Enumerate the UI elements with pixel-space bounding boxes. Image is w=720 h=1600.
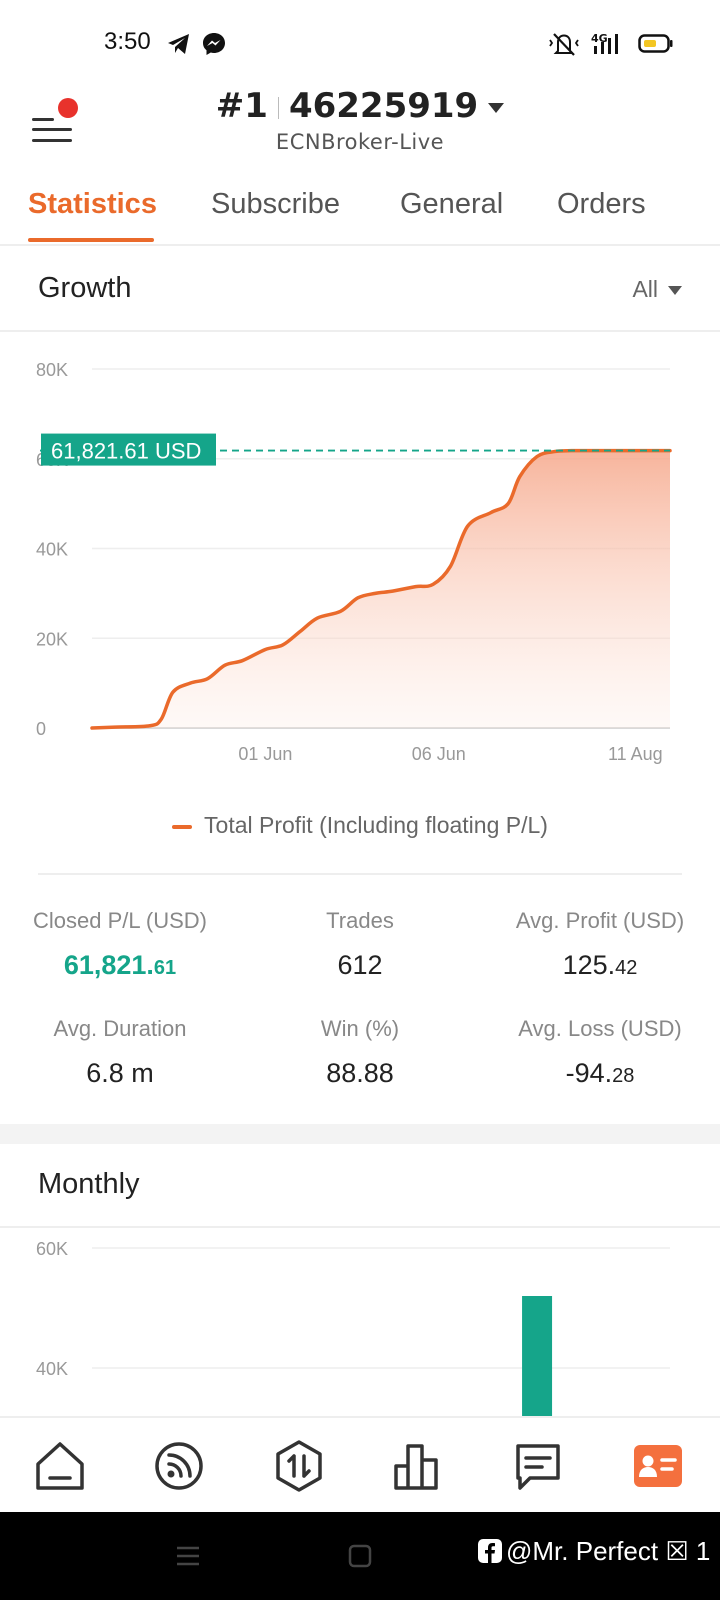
x-tick-label: 11 Aug [608,744,663,764]
stat-int: 612 [337,950,383,980]
tab-bar: Statistics Subscribe General Orders [0,180,720,246]
x-tick-label: 01 Jun [238,744,292,764]
tab-subscribe[interactable]: Subscribe [211,188,340,220]
x-tick-label: 06 Jun [412,744,466,764]
stat-dec: 28 [612,1065,635,1087]
home-square-icon[interactable] [346,1542,374,1570]
dropdown-caret-icon [668,286,682,296]
stat-label: Avg. Loss (USD) [518,1016,682,1041]
stat-avg-loss: Avg. Loss (USD) -94.28 [480,1016,720,1089]
stat-int: -94. [565,1058,613,1088]
stat-label: Closed P/L (USD) [32,908,207,933]
stat-closed-pl: Closed P/L (USD) 61,821.61 [0,908,240,981]
status-bar: 3:50 4G [0,0,720,80]
range-dropdown[interactable]: All [632,276,682,303]
stat-value: 61,821.61 [0,950,240,981]
stat-int: 61,821. [63,950,154,980]
stat-int: 88.88 [326,1058,394,1088]
range-label: All [632,276,658,302]
stat-label: Avg. Profit (USD) [515,908,685,933]
stat-label: Win (%) [320,1016,400,1041]
stat-value: 88.88 [240,1058,480,1089]
legend-label: Total Profit (Including floating P/L) [204,812,548,838]
y-tick-label: 40K [36,540,68,560]
stat-value: -94.28 [480,1058,720,1089]
divider [38,873,682,875]
current-value-label: 61,821.61 USD [51,439,201,464]
signal-feed-icon[interactable] [151,1438,207,1494]
messenger-icon [203,33,225,55]
chat-icon[interactable] [510,1438,566,1494]
y-tick-label: 80K [36,360,68,380]
monthly-bar[interactable] [522,1296,553,1420]
tab-statistics[interactable]: Statistics [28,188,157,220]
menu-icon-line [32,128,72,131]
stat-dec: 61 [153,957,177,979]
silent-icon [549,33,579,56]
stat-win-rate: Win (%) 88.88 [240,1016,480,1089]
y-tick-label: 60K [36,1239,68,1259]
stat-value: 6.8 m [0,1058,240,1089]
recent-apps-icon[interactable] [174,1542,202,1570]
stat-label: Trades [326,908,394,933]
stat-avg-duration: Avg. Duration 6.8 m [0,1016,240,1089]
legend-swatch [172,824,193,829]
monthly-chart: 40K 60K [36,1239,670,1420]
current-value-tag: 61,821.61 USD [41,433,216,466]
chart-bars-icon[interactable] [390,1438,446,1494]
bottom-nav [0,1416,720,1512]
telegram-icon [168,34,189,54]
stat-int: 6.8 m [86,1058,154,1088]
menu-button[interactable] [30,98,80,144]
server-name: ECNBroker-Live [275,130,445,154]
account-rank: #1 [215,86,268,126]
active-tab-indicator [28,238,154,242]
watermark: @Mr. Perfect ☒ 1 [478,1536,710,1567]
status-time: 3:50 [104,28,151,55]
growth-line [90,448,672,730]
notification-dot [58,98,78,118]
account-header: #1 46225919 ECNBroker-Live [0,80,720,180]
monthly-header: Monthly [0,1144,720,1228]
growth-title: Growth [38,272,132,304]
dropdown-caret-icon [488,102,505,113]
stat-value: 612 [240,950,480,981]
monthly-title: Monthly [38,1168,140,1200]
svg-text:4G: 4G [591,32,608,45]
watermark-text: @Mr. Perfect ☒ 1 [506,1536,711,1566]
growth-area [92,450,670,728]
signal-4g-icon: 4G [591,32,618,54]
growth-header: Growth All [0,248,720,332]
stat-int: 125. [562,950,616,980]
facebook-icon [478,1539,502,1563]
y-tick-label: 0 [36,719,46,739]
section-gap [0,1124,720,1144]
stat-dec: 42 [615,957,638,979]
y-tick-label: 40K [36,1359,68,1379]
menu-icon-line [32,139,72,142]
stat-avg-profit: Avg. Profit (USD) 125.42 [480,908,720,981]
home-icon[interactable] [32,1438,88,1494]
battery-icon [638,34,673,53]
system-nav-bar: @Mr. Perfect ☒ 1 [0,1512,720,1600]
y-tick-label: 20K [36,629,68,649]
menu-icon [32,118,54,121]
account-number: 46225919 [288,86,479,126]
stat-label: Avg. Duration [53,1016,187,1041]
stat-value: 125.42 [480,950,720,981]
stat-trades: Trades 612 [240,908,480,981]
account-selector[interactable]: #1 46225919 [0,86,720,126]
profile-card-icon[interactable] [630,1438,686,1494]
tab-orders[interactable]: Orders [557,188,646,220]
trade-icon[interactable] [271,1438,327,1494]
tab-general[interactable]: General [400,188,504,220]
chart-legend: Total Profit (Including floating P/L) [0,812,720,839]
separator [277,96,279,119]
